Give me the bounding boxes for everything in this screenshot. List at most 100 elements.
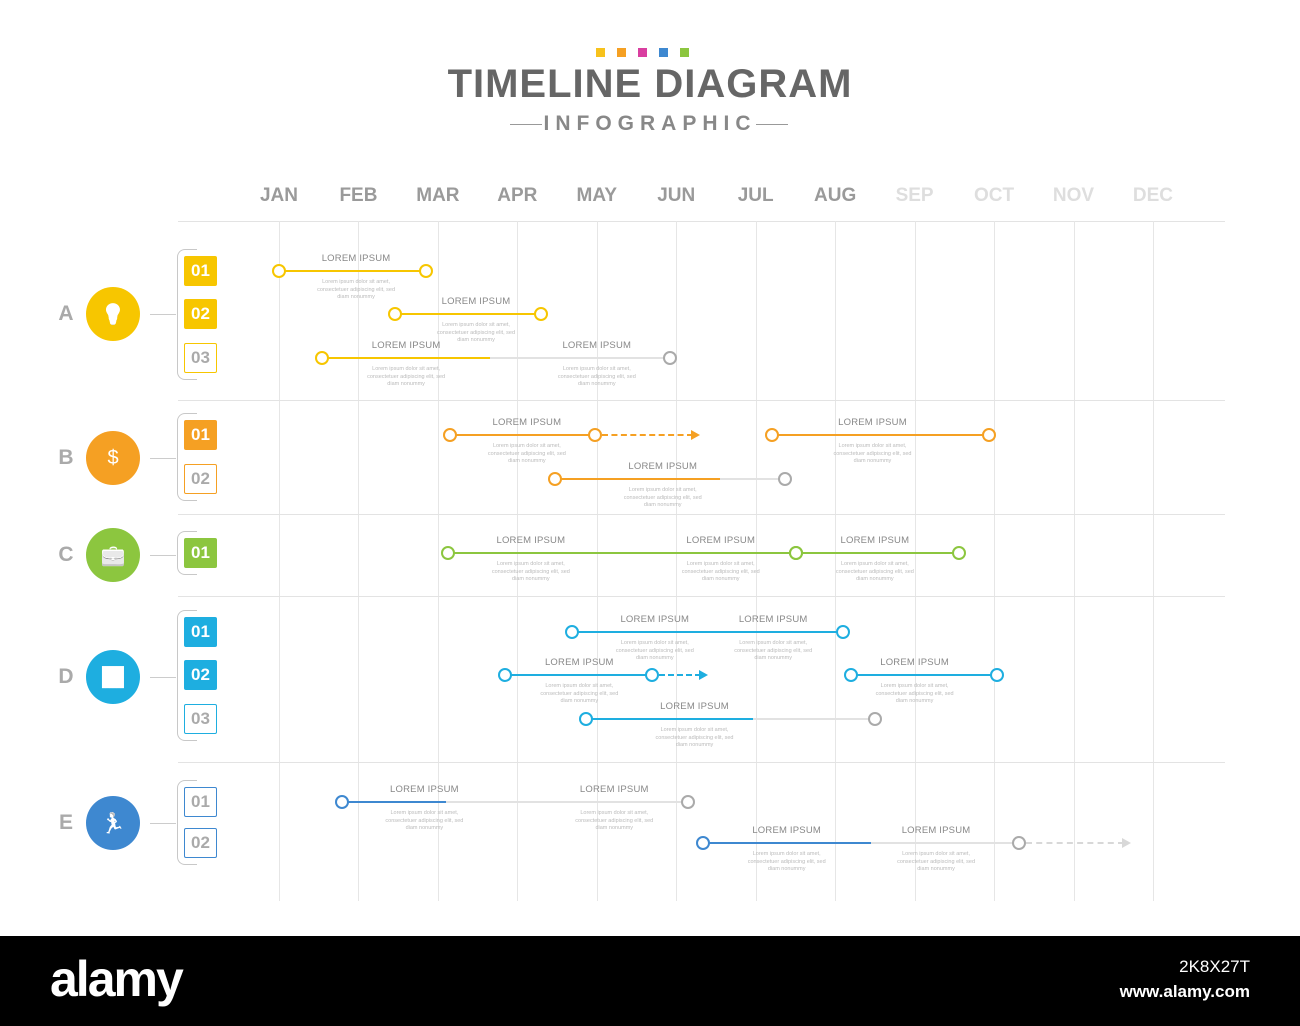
task-bar: [279, 270, 426, 272]
task-label: LOREM IPSUM: [752, 825, 822, 836]
month-gridline: [1073, 221, 1075, 901]
task-description: Lorem ipsum dolor sit amet, consectetuer…: [615, 640, 694, 661]
group-connector: [150, 314, 176, 315]
end-node: [952, 546, 967, 560]
color-dot: [617, 48, 626, 57]
start-node: [789, 546, 804, 560]
briefcase-icon: 💼: [100, 544, 126, 567]
group-icon-circle: $: [86, 431, 140, 485]
task-extension: [1026, 842, 1124, 844]
group-bracket: [177, 610, 197, 741]
group-divider: [178, 514, 1225, 515]
row-badge: 01: [184, 420, 217, 450]
task-bar: [572, 631, 844, 633]
task-description: Lorem ipsum dolor sit amet, consectetuer…: [575, 810, 654, 831]
task-description: Lorem ipsum dolor sit amet, consectetuer…: [734, 640, 813, 661]
month-label: DEC: [1132, 185, 1173, 206]
start-node: [844, 668, 859, 682]
task-label: LOREM IPSUM: [544, 657, 614, 668]
row-badge: 03: [184, 343, 217, 373]
task-bar: [586, 718, 754, 720]
group-letter: E: [58, 811, 73, 834]
end-node: [778, 472, 793, 486]
subtitle-divider: [756, 124, 788, 125]
runner-growth-icon: 🏃: [100, 812, 126, 835]
month-gridline: [596, 221, 598, 901]
group-letter: C: [58, 543, 74, 566]
image-id: 2K8X27T: [1179, 957, 1250, 976]
task-bar-remaining: [490, 357, 670, 359]
month-gridline: [835, 221, 837, 901]
end-node: [1012, 836, 1027, 850]
group-divider: [178, 762, 1225, 763]
group-divider: [178, 400, 1225, 401]
task-label: LOREM IPSUM: [660, 701, 729, 712]
month-label: FEB: [339, 185, 378, 206]
group-connector: [150, 555, 176, 556]
task-label: LOREM IPSUM: [738, 614, 808, 625]
task-bar: [554, 478, 720, 480]
task-label: LOREM IPSUM: [321, 253, 391, 264]
alamy-logo: alamy: [50, 951, 184, 1007]
site-url: www.alamy.com: [1119, 982, 1250, 1001]
color-dot: [596, 48, 605, 57]
month-label: APR: [497, 185, 538, 206]
group-letter: A: [58, 302, 74, 325]
month-gridline: [755, 221, 757, 901]
end-node: [588, 428, 603, 442]
end-node: [644, 668, 659, 682]
month-gridline: [676, 221, 678, 901]
month-gridline: [358, 221, 360, 901]
row-badge: 02: [184, 464, 217, 494]
row-badge: 01: [184, 256, 217, 286]
task-description: Lorem ipsum dolor sit amet, consectetuer…: [681, 561, 760, 582]
start-node: [498, 668, 513, 682]
task-label: LOREM IPSUM: [838, 417, 907, 428]
start-node: [547, 472, 562, 486]
end-node: [662, 351, 677, 365]
color-dot: [680, 48, 689, 57]
month-gridline: [279, 221, 280, 901]
task-label: LOREM IPSUM: [901, 825, 971, 836]
task-label: LOREM IPSUM: [496, 535, 566, 546]
month-label: MAR: [416, 185, 460, 206]
task-bar: [796, 552, 960, 554]
color-dot: [638, 48, 647, 57]
task-description: Lorem ipsum dolor sit amet, consectetuer…: [833, 443, 912, 464]
month-gridline: [437, 221, 439, 901]
group-bracket: [177, 249, 197, 380]
group-icon-circle: 💡: [86, 287, 140, 341]
group-icon-circle: 🏃: [86, 796, 140, 850]
subtitle-divider: [510, 124, 542, 125]
end-node: [867, 712, 882, 726]
start-node: [442, 428, 457, 442]
task-extension: [658, 674, 702, 676]
task-bar: [771, 434, 990, 436]
row-badge: 02: [184, 828, 217, 858]
end-node: [418, 264, 433, 278]
start-node: [565, 625, 580, 639]
end-node: [982, 428, 997, 442]
task-description: Lorem ipsum dolor sit amet, consectetuer…: [875, 683, 954, 704]
task-bar-remaining: [753, 718, 875, 720]
end-node: [836, 625, 851, 639]
month-label: JUN: [657, 185, 696, 206]
end-node: [990, 668, 1005, 682]
row-badge: 01: [184, 787, 217, 817]
task-bar: [341, 801, 446, 803]
group-connector: [150, 458, 176, 459]
task-label: LOREM IPSUM: [390, 784, 459, 795]
group-bracket: [177, 780, 197, 865]
group-divider: [178, 596, 1225, 597]
arrow-icon: [699, 670, 709, 680]
group-icon-circle: 📈: [86, 650, 140, 704]
task-description: Lorem ipsum dolor sit amet, consectetuer…: [437, 322, 516, 343]
task-description: Lorem ipsum dolor sit amet, consectetuer…: [897, 851, 976, 872]
task-bar: [321, 357, 491, 359]
month-gridline: [994, 221, 996, 901]
task-description: Lorem ipsum dolor sit amet, consectetuer…: [623, 487, 702, 508]
row-badge: 02: [184, 660, 217, 690]
task-description: Lorem ipsum dolor sit amet, consectetuer…: [747, 851, 826, 872]
lightbulb-icon: 💡: [100, 303, 126, 326]
task-description: Lorem ipsum dolor sit amet, consectetuer…: [487, 443, 566, 464]
